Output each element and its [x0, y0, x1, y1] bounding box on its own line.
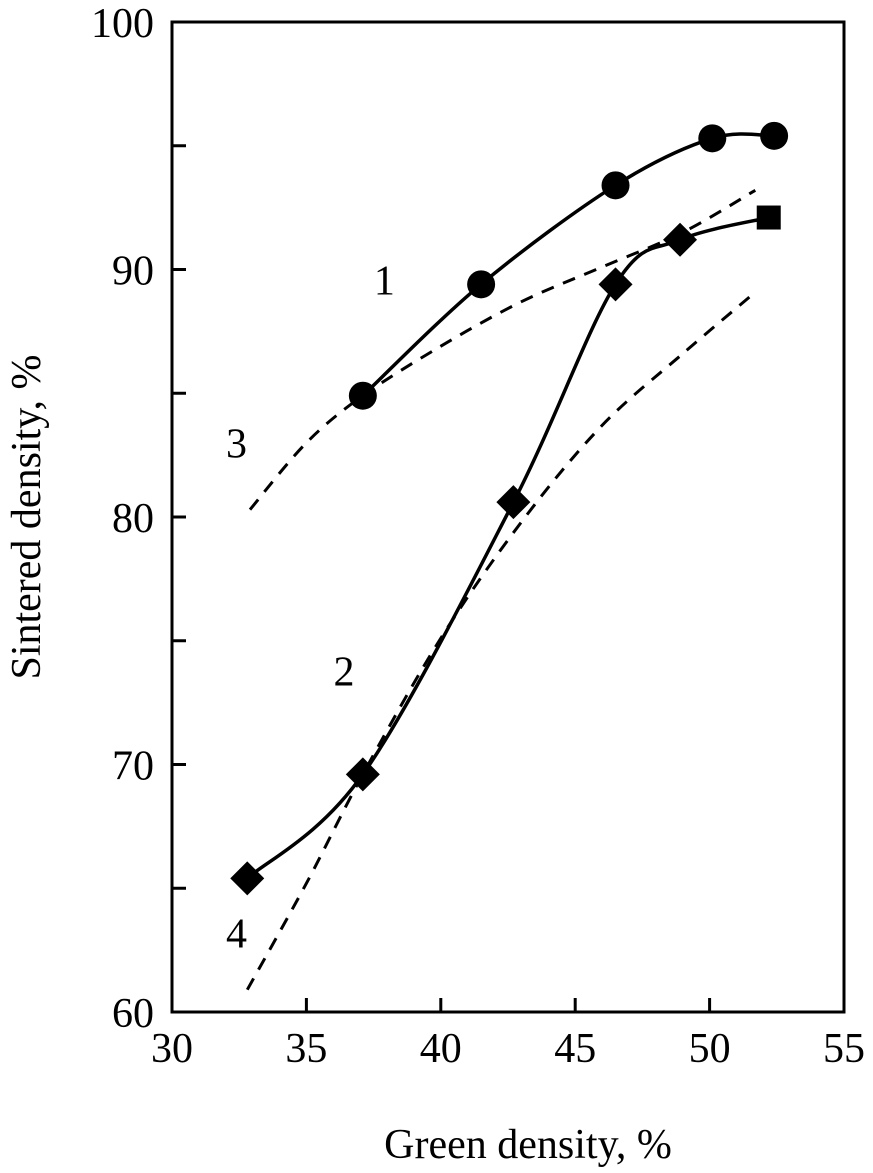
- curve-label-3: 3: [226, 422, 247, 468]
- x-tick-label: 35: [285, 1026, 327, 1072]
- y-tick-label: 80: [112, 496, 154, 542]
- series-curves: [245, 132, 775, 991]
- x-tick-label: 30: [151, 1026, 193, 1072]
- series-1-circle-marker: [348, 381, 377, 410]
- curve-label-2: 2: [334, 649, 355, 695]
- series-1-circle-marker: [467, 270, 496, 299]
- x-tick-label: 40: [420, 1026, 462, 1072]
- series-2-diamond-marker: [496, 485, 531, 520]
- series-markers: [230, 121, 789, 896]
- y-axis-title: Sintered density, %: [4, 354, 50, 679]
- series-2-diamond-marker: [345, 757, 380, 792]
- y-tick-label: 70: [112, 744, 154, 790]
- series-1-circle-marker: [760, 121, 789, 150]
- x-tick-label: 45: [554, 1026, 596, 1072]
- series-4-dashed-line: [245, 295, 751, 991]
- y-tick-label: 100: [91, 1, 154, 47]
- series-2-square-marker: [756, 205, 781, 230]
- series-1-circle-marker: [698, 124, 727, 153]
- axis-ticks: 30 35 40 45 50 55 60 70 80 90 100: [91, 1, 865, 1072]
- plot-area-frame: [170, 20, 846, 1014]
- series-2-diamond-marker: [230, 861, 265, 896]
- series-1-circle-marker: [601, 171, 630, 200]
- curve-label-1: 1: [374, 258, 395, 304]
- x-tick-label: 50: [689, 1026, 731, 1072]
- series-2-diamond-marker: [663, 222, 698, 257]
- curve-labels: 1 2 3 4: [226, 258, 395, 957]
- y-tick-label: 90: [112, 249, 154, 295]
- x-tick-label: 55: [823, 1026, 865, 1072]
- x-axis-title: Green density, %: [384, 1122, 672, 1168]
- curve-label-4: 4: [226, 912, 247, 958]
- series-2-line: [246, 215, 770, 880]
- series-2-diamond-marker: [598, 267, 633, 302]
- y-tick-label: 60: [112, 991, 154, 1037]
